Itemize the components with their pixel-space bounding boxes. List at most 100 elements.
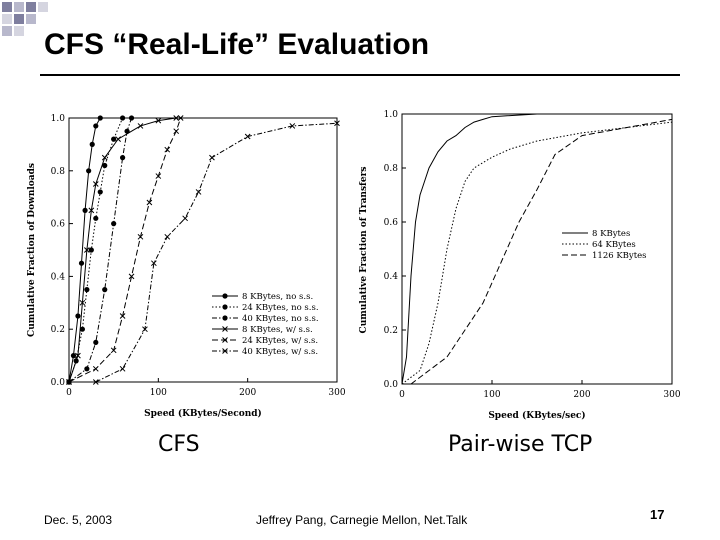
series-5 — [66, 115, 184, 385]
legend-label: 8 KBytes, no s.s. — [242, 292, 313, 302]
data-point — [120, 155, 126, 161]
data-point — [92, 365, 99, 372]
y-axis-label: Cumulative Fraction of Downloads — [27, 163, 37, 337]
legend-entry: 8 KBytes — [562, 229, 630, 239]
legend-marker — [222, 293, 228, 299]
series-line — [410, 118, 673, 385]
plot-frame — [68, 117, 338, 383]
y-tick-label: 0.6 — [51, 220, 66, 230]
caption-pairwise-tcp: Pair-wise TCP — [448, 432, 593, 457]
y-tick-label: 0.2 — [384, 326, 398, 336]
pairwise-tcp-chart: 0 100 200 300 0.0 0.2 0.4 0.6 0.8 1.0 8 KBytes64 … — [359, 110, 681, 421]
data-point — [75, 352, 81, 359]
data-point — [110, 347, 117, 354]
data-point — [120, 115, 126, 121]
legend-entry: 24 KBytes, w/ s.s. — [212, 336, 318, 346]
x-axis-label: Speed (KBytes/sec) — [488, 410, 585, 421]
data-point — [164, 233, 171, 240]
data-point — [119, 365, 126, 372]
series-4 — [66, 115, 180, 385]
x-tick-label: 100 — [483, 390, 500, 400]
data-point — [92, 379, 99, 385]
y-tick-label: 0.4 — [384, 272, 399, 282]
data-point — [93, 339, 99, 345]
data-point — [92, 181, 99, 187]
legend: 8 KBytes, no s.s.24 KBytes, no s.s.40 KB… — [212, 292, 319, 357]
corner-decoration — [0, 0, 60, 44]
data-point — [244, 133, 251, 140]
decor-square — [14, 2, 24, 12]
data-point — [84, 366, 90, 372]
series-6 — [92, 120, 340, 385]
data-point — [128, 273, 135, 280]
series-line — [401, 113, 672, 385]
y-tick-label: 0.0 — [384, 380, 399, 390]
data-point — [75, 313, 81, 319]
caption-cfs: CFS — [158, 432, 200, 457]
legend-label: 24 KBytes, w/ s.s. — [242, 336, 318, 346]
data-point — [88, 207, 95, 214]
legend-label: 1126 KBytes — [592, 251, 647, 261]
y-tick-label: 0.8 — [51, 167, 66, 177]
data-point — [115, 136, 121, 142]
data-point — [102, 287, 108, 293]
decor-square — [14, 14, 24, 24]
data-point — [195, 189, 202, 195]
x-axis-label: Speed (KBytes/Second) — [144, 408, 262, 419]
x-tick-label: 200 — [573, 390, 590, 400]
legend-entry: 8 KBytes, no s.s. — [212, 292, 313, 302]
data-point — [86, 168, 92, 174]
y-tick-label: 0.0 — [51, 378, 66, 388]
data-point — [111, 221, 117, 227]
data-point — [88, 247, 94, 253]
data-point — [93, 123, 99, 129]
legend-entry: 1126 KBytes — [562, 251, 647, 261]
data-point — [177, 115, 184, 121]
cfs-chart: 0 100 200 300 0.0 0.2 0.4 0.6 0.8 1.0 8 KBytes, n… — [27, 114, 346, 419]
legend-marker — [222, 348, 228, 354]
data-point — [182, 215, 188, 222]
legend-label: 40 KBytes, no s.s. — [242, 314, 319, 324]
series-3 — [410, 118, 673, 385]
data-point — [209, 154, 215, 161]
data-point — [102, 162, 108, 169]
x-tick-label: 200 — [239, 388, 256, 398]
data-point — [142, 326, 148, 333]
y-tick-label: 0.8 — [384, 164, 399, 174]
decor-square — [14, 26, 24, 36]
data-point — [79, 299, 86, 306]
data-point — [70, 353, 77, 359]
data-point — [84, 247, 90, 253]
data-point — [137, 123, 144, 129]
decor-square — [26, 14, 36, 24]
series-2 — [401, 121, 673, 385]
data-point — [93, 215, 99, 221]
y-axis-label: Cumulative Fraction of Transfers — [359, 167, 369, 334]
data-point — [79, 326, 85, 332]
series-line — [68, 117, 133, 383]
legend-marker — [222, 326, 228, 332]
legend-marker — [222, 304, 228, 310]
footer-date: Dec. 5, 2003 — [44, 513, 113, 527]
x-tick-label: 0 — [66, 388, 72, 398]
data-point — [137, 233, 144, 240]
title-divider — [40, 74, 680, 76]
legend-label: 40 KBytes, w/ s.s. — [242, 347, 318, 357]
x-tick-label: 300 — [663, 390, 680, 400]
footer-author: Jeffrey Pang, Carnegie Mellon, Net.Talk — [256, 513, 468, 527]
legend-label: 8 KBytes — [592, 229, 630, 239]
data-point — [173, 115, 180, 121]
slide-title: CFS “Real-Life” Evaluation — [44, 28, 430, 61]
series-1 — [401, 113, 672, 385]
legend-marker — [222, 315, 228, 321]
y-tick-label: 1.0 — [384, 110, 399, 120]
data-point — [97, 189, 103, 195]
y-tick-label: 1.0 — [51, 114, 66, 124]
decor-square — [2, 14, 12, 24]
decor-square — [26, 2, 36, 12]
y-tick-label: 0.4 — [51, 272, 66, 282]
decor-square — [2, 2, 12, 12]
data-point — [289, 123, 296, 129]
legend-label: 64 KBytes — [592, 240, 636, 250]
data-point — [82, 207, 88, 213]
